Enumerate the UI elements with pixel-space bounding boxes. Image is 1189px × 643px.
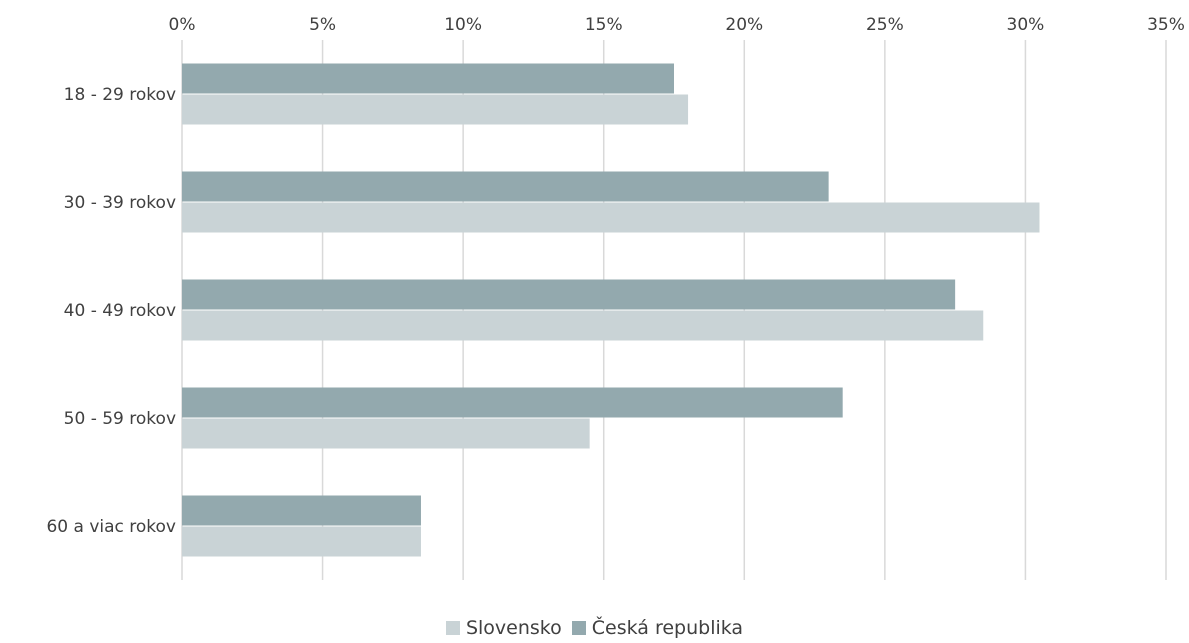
x-tick-label: 0%	[169, 15, 196, 35]
x-tick-label: 35%	[1147, 15, 1185, 35]
x-tick-label: 20%	[725, 15, 763, 35]
x-tick-label: 25%	[866, 15, 904, 35]
gridlines	[181, 40, 1167, 580]
legend-label-ceska-republika: Česká republika	[591, 617, 744, 639]
x-tick-label: 30%	[1007, 15, 1045, 35]
bar-chart: 0% 5% 10% 15% 20% 25% 30% 35% 18 - 29 rokov 30 -…	[46, 15, 1185, 580]
category-labels: 18 - 29 rokov 30 - 39 rokov 40 - 49 rokov 5…	[46, 85, 176, 537]
legend: Slovensko Česká republika	[0, 617, 1189, 639]
bar-slovensko	[182, 418, 590, 449]
x-tick-label: 10%	[444, 15, 482, 35]
legend-item-slovensko: Slovensko	[445, 617, 562, 639]
legend-label-slovensko: Slovensko	[465, 617, 562, 639]
bar-slovensko	[182, 310, 984, 341]
x-tick-label: 15%	[585, 15, 623, 35]
x-axis-tick-labels: 0% 5% 10% 15% 20% 25% 30% 35%	[169, 15, 1185, 35]
bar-ceska-republika	[182, 495, 421, 526]
bar-slovensko	[182, 202, 1040, 233]
bar-ceska-republika	[182, 171, 829, 202]
category-label: 60 a viac rokov	[46, 517, 176, 537]
category-label: 30 - 39 rokov	[64, 193, 176, 213]
category-label: 18 - 29 rokov	[64, 85, 176, 105]
bars	[182, 63, 1040, 557]
legend-swatch-slovensko	[445, 621, 460, 635]
bar-ceska-republika	[182, 279, 956, 310]
bar-slovensko	[182, 94, 689, 125]
category-label: 50 - 59 rokov	[64, 409, 176, 429]
category-label: 40 - 49 rokov	[64, 301, 176, 321]
x-tick-label: 5%	[309, 15, 336, 35]
bar-slovensko	[182, 526, 421, 557]
legend-item-ceska-republika: Česká republika	[571, 617, 744, 639]
bar-ceska-republika	[182, 63, 674, 94]
bar-ceska-republika	[182, 387, 843, 418]
legend-swatch-ceska-republika	[571, 621, 586, 635]
